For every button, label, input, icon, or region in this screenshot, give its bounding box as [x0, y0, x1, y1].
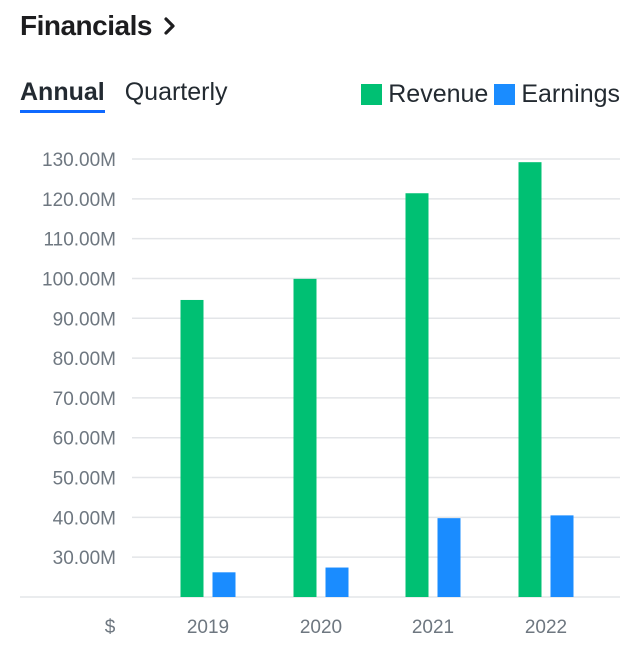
- bar-revenue-2021: [405, 193, 429, 597]
- y-tick-label: 30.00M: [53, 548, 116, 569]
- y-tick-label: 110.00M: [43, 230, 116, 251]
- page-title: Financials: [20, 10, 152, 41]
- y-tick-label: 130.00M: [42, 150, 116, 171]
- bar-revenue-2022: [518, 162, 542, 597]
- y-tick-label: 80.00M: [53, 349, 116, 370]
- y-tick-label: 120.00M: [42, 190, 116, 211]
- chart-legend: Revenue Earnings: [355, 80, 620, 109]
- x-tick-label: 2020: [300, 617, 342, 638]
- y-tick-label: 60.00M: [53, 429, 116, 450]
- bar-earnings-2021: [437, 518, 461, 597]
- bar-revenue-2019: [180, 299, 204, 597]
- x-tick-label: 2021: [412, 617, 454, 638]
- legend-label-earnings: Earnings: [521, 80, 620, 108]
- period-tabs: Annual Quarterly: [20, 78, 248, 113]
- tab-quarterly[interactable]: Quarterly: [124, 78, 228, 106]
- bar-earnings-2019: [212, 572, 236, 597]
- legend-swatch-revenue: [361, 84, 383, 105]
- legend-item-earnings: Earnings: [494, 80, 620, 109]
- bar-earnings-2020: [325, 567, 349, 597]
- legend-item-revenue: Revenue: [361, 80, 488, 109]
- chevron-right-icon: [164, 16, 176, 40]
- bar-earnings-2022: [550, 515, 574, 597]
- legend-label-revenue: Revenue: [388, 80, 489, 108]
- x-tick-label: 2022: [525, 617, 567, 638]
- currency-label: $: [105, 617, 116, 638]
- y-tick-label: 40.00M: [53, 508, 116, 529]
- x-tick-label: 2019: [187, 617, 229, 638]
- legend-swatch-earnings: [494, 84, 516, 105]
- y-tick-label: 90.00M: [53, 309, 116, 330]
- financials-title-link[interactable]: Financials: [20, 10, 176, 42]
- tab-annual[interactable]: Annual: [20, 78, 105, 113]
- bar-revenue-2020: [293, 278, 317, 597]
- y-tick-label: 50.00M: [53, 469, 116, 490]
- y-tick-label: 70.00M: [53, 389, 116, 410]
- y-tick-label: 100.00M: [42, 269, 116, 290]
